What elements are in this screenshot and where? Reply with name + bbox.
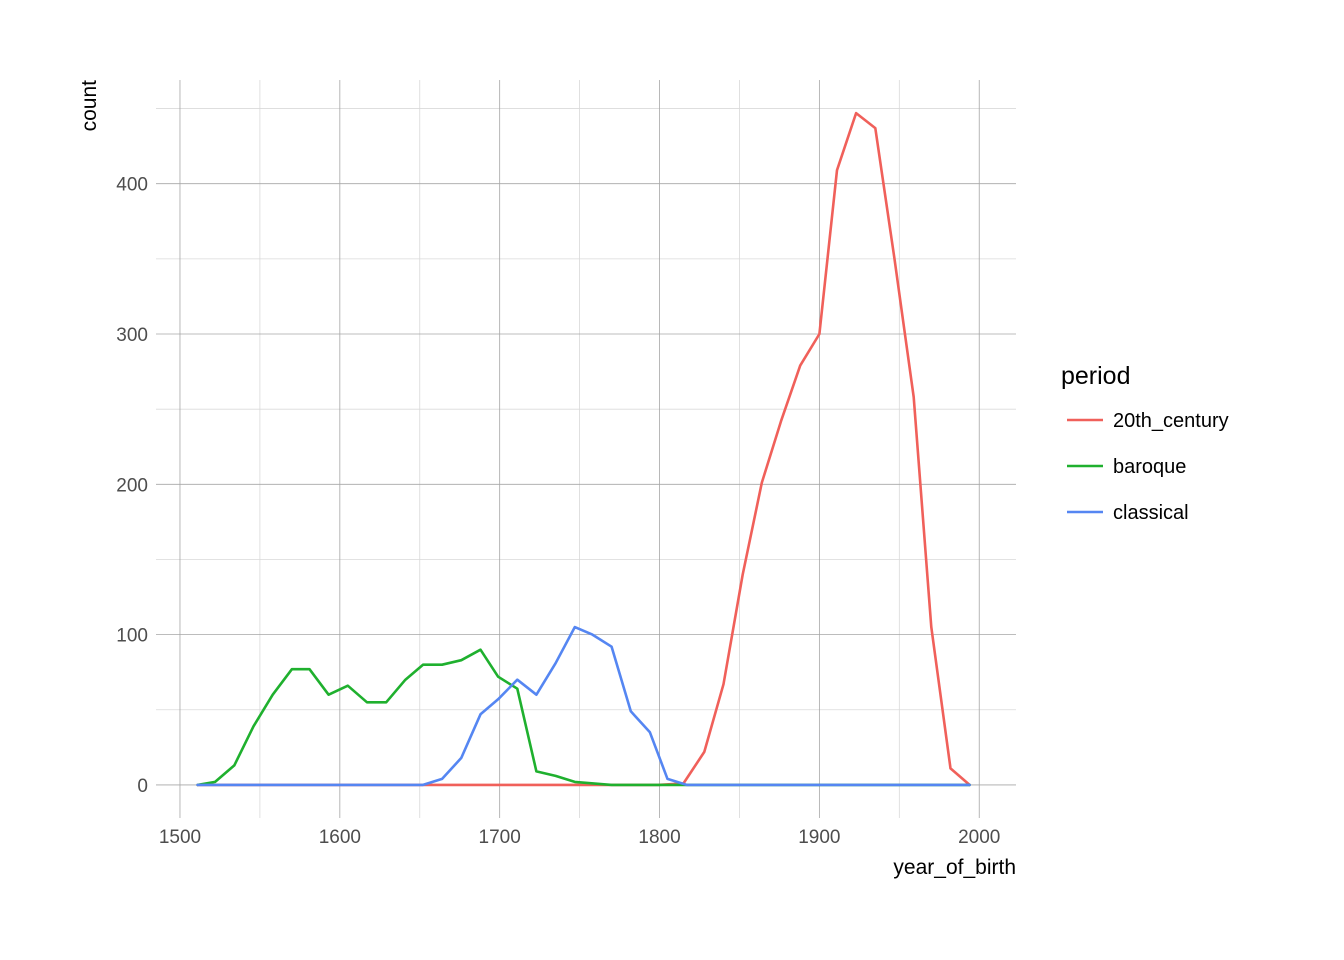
legend-item-baroque: baroque bbox=[1067, 456, 1186, 478]
legend-title: period bbox=[1061, 362, 1131, 390]
legend-label: 20th_century bbox=[1113, 410, 1229, 432]
minor-grid bbox=[156, 80, 1016, 818]
x-tick-label: 1600 bbox=[319, 827, 361, 848]
legend-item-classical: classical bbox=[1067, 502, 1189, 524]
x-tick-label: 1800 bbox=[638, 827, 680, 848]
x-tick-label: 2000 bbox=[958, 827, 1000, 848]
x-axis-ticks: 1500 1600 1700 1800 1900 2000 bbox=[159, 827, 1001, 848]
series-line-20th-century bbox=[196, 111, 971, 787]
y-tick-label: 100 bbox=[116, 626, 148, 647]
legend-item-20th-century: 20th_century bbox=[1067, 410, 1229, 432]
y-axis-ticks: 0 100 200 300 400 bbox=[116, 175, 148, 797]
x-axis-title: year_of_birth bbox=[893, 856, 1016, 879]
x-tick-label: 1900 bbox=[798, 827, 840, 848]
y-tick-label: 300 bbox=[116, 325, 148, 346]
legend-label: classical bbox=[1113, 502, 1189, 524]
x-tick-label: 1700 bbox=[479, 827, 521, 848]
y-tick-label: 400 bbox=[116, 175, 148, 196]
legend-label: baroque bbox=[1113, 456, 1186, 478]
x-tick-label: 1500 bbox=[159, 827, 201, 848]
y-tick-label: 0 bbox=[137, 776, 148, 797]
series-line-classical bbox=[196, 625, 971, 787]
y-axis-title: count bbox=[78, 80, 101, 132]
series-line-baroque bbox=[196, 648, 971, 787]
major-grid bbox=[156, 80, 1016, 818]
series-layer bbox=[196, 111, 971, 787]
y-tick-label: 200 bbox=[116, 475, 148, 496]
